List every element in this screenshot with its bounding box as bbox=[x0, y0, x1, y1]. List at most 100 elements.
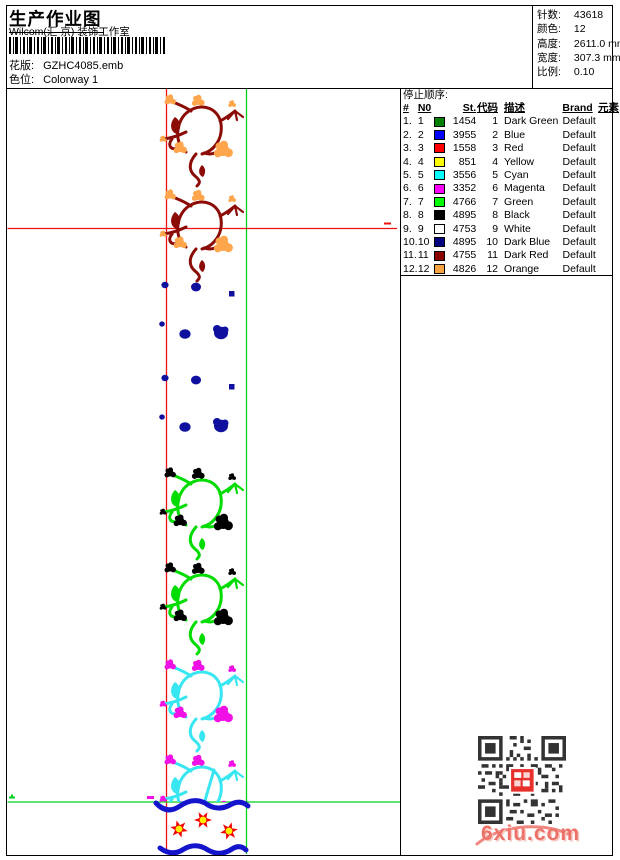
stop-brand: Default bbox=[562, 235, 596, 248]
stop-stitches: 4895 bbox=[452, 209, 477, 222]
stop-code: 4 bbox=[492, 155, 499, 168]
header-divider bbox=[6, 87, 613, 89]
guide-red-tick bbox=[384, 222, 391, 225]
stop-row: 10. 10 4895 10 Dark Blue Default bbox=[403, 236, 612, 249]
stop-index: 2. bbox=[403, 128, 412, 141]
thread-color-swatch bbox=[433, 237, 445, 248]
stop-row: 4. 4 851 4 Yellow Default bbox=[403, 156, 612, 169]
col-header-brand: Brand bbox=[562, 102, 593, 114]
thread-color-swatch bbox=[433, 170, 445, 181]
stop-brand: Default bbox=[562, 195, 596, 208]
qr-finder-bottom-left bbox=[478, 799, 503, 824]
guide-green-tick bbox=[9, 796, 15, 799]
col-header-index: # bbox=[403, 102, 409, 114]
stop-code: 11 bbox=[487, 249, 499, 262]
col-header-needle: N0 bbox=[417, 102, 432, 114]
stop-code: 3 bbox=[492, 142, 499, 155]
thread-color-swatch bbox=[433, 116, 445, 127]
stop-row: 11. 11 4755 11 Dark Red Default bbox=[403, 249, 612, 262]
stop-brand: Default bbox=[562, 222, 596, 235]
stop-index: 12. bbox=[403, 262, 418, 275]
stop-color-name: Magenta bbox=[504, 182, 545, 195]
stop-brand: Default bbox=[562, 262, 596, 275]
thread-color-swatch bbox=[433, 250, 445, 261]
stop-stitches: 3556 bbox=[452, 168, 477, 181]
stop-needle: 9 bbox=[417, 222, 424, 235]
thread-color-swatch bbox=[433, 130, 445, 140]
stop-code: 6 bbox=[492, 182, 499, 195]
stop-color-name: Dark Red bbox=[504, 249, 549, 262]
stop-needle: 7 bbox=[417, 195, 424, 208]
stop-row: 9. 9 4753 9 White Default bbox=[403, 223, 612, 236]
colorway-value: Colorway 1 bbox=[43, 74, 99, 86]
stop-color-name: Blue bbox=[504, 128, 526, 141]
stop-index: 7. bbox=[403, 195, 412, 208]
watermark-arc bbox=[475, 825, 570, 846]
qr-center-logo bbox=[508, 766, 536, 794]
design-file-label: 花版: bbox=[9, 60, 35, 72]
section-border-waves bbox=[153, 798, 251, 856]
studio-name: Wilcom(汇 京) 装饰工作室 bbox=[9, 26, 130, 38]
stop-brand: Default bbox=[562, 115, 596, 128]
stop-row: 6. 6 3352 6 Magenta Default bbox=[403, 182, 612, 195]
col-header-element: 元素 bbox=[598, 102, 619, 114]
panel-divider bbox=[400, 88, 401, 856]
thread-color-swatch bbox=[433, 263, 445, 274]
stop-code: 12 bbox=[486, 262, 499, 275]
stop-row: 3. 3 1558 3 Red Default bbox=[403, 142, 612, 155]
thread-color-swatch bbox=[433, 223, 445, 234]
stop-sequence-title: 停止顺序: bbox=[403, 89, 448, 101]
stop-brand: Default bbox=[562, 249, 596, 262]
stop-code: 5 bbox=[492, 168, 499, 181]
thread-color-swatch bbox=[433, 196, 445, 207]
stop-code: 2 bbox=[492, 128, 499, 141]
stop-color-name: Orange bbox=[504, 262, 540, 275]
stop-needle: 11 bbox=[417, 249, 429, 262]
stop-index: 5. bbox=[403, 168, 412, 181]
stop-brand: Default bbox=[562, 142, 596, 155]
qr-code bbox=[478, 736, 566, 824]
stop-needle: 12 bbox=[417, 262, 430, 275]
stop-sequence-panel: 停止顺序: # N0 St. 代码 描述 Brand 元素 1. 1 1454 … bbox=[403, 89, 619, 276]
stop-index: 9. bbox=[403, 222, 412, 235]
stop-row: 2. 2 3955 2 Blue Default bbox=[403, 129, 612, 142]
colorway-row: 色位: Colorway 1 bbox=[9, 71, 98, 87]
thread-color-swatch bbox=[433, 143, 445, 154]
stop-stitches: 1558 bbox=[452, 142, 477, 155]
stop-index: 8. bbox=[403, 209, 412, 222]
stop-stitches: 3352 bbox=[452, 182, 477, 195]
summary-row: 针数: 43618 bbox=[537, 8, 620, 22]
col-header-stitches: St. bbox=[462, 102, 477, 114]
stop-color-name: Red bbox=[504, 142, 524, 155]
barcode bbox=[9, 37, 165, 54]
stop-needle: 2 bbox=[417, 128, 424, 141]
summary-row: 高度: 2611.0 mm bbox=[537, 37, 620, 51]
thread-color-swatch bbox=[433, 210, 445, 221]
stop-needle: 5 bbox=[417, 168, 424, 181]
stop-code: 8 bbox=[492, 209, 499, 222]
table-bottom-line bbox=[400, 274, 613, 276]
stop-row: 1. 1 1454 1 Dark Green Default bbox=[403, 115, 612, 128]
stop-color-name: Cyan bbox=[504, 168, 529, 181]
summary-value: 43618 bbox=[573, 9, 604, 21]
summary-row: 颜色: 12 bbox=[537, 22, 620, 36]
stop-brand: Default bbox=[562, 128, 596, 141]
thread-color-swatch bbox=[433, 156, 445, 167]
summary-row: 比例: 0.10 bbox=[537, 65, 620, 79]
summary-value: 12 bbox=[573, 23, 586, 36]
stop-row: 12. 12 4826 12 Orange Default bbox=[403, 263, 612, 276]
stop-needle: 8 bbox=[417, 209, 424, 222]
stop-stitches: 4826 bbox=[452, 262, 477, 275]
stop-table-header: # N0 St. 代码 描述 Brand 元素 bbox=[403, 102, 619, 115]
design-file-value: GZHC4085.emb bbox=[43, 60, 124, 72]
design-file-row: 花版: GZHC4085.emb bbox=[9, 57, 123, 73]
col-header-code: 代码 bbox=[476, 102, 498, 114]
stop-color-name: Yellow bbox=[504, 155, 534, 168]
stop-color-name: Dark Green bbox=[504, 115, 559, 128]
stop-stitches: 851 bbox=[458, 155, 477, 168]
stop-index: 1. bbox=[403, 115, 412, 128]
stop-index: 6. bbox=[403, 182, 412, 195]
summary-value: 2611.0 mm bbox=[573, 37, 620, 50]
